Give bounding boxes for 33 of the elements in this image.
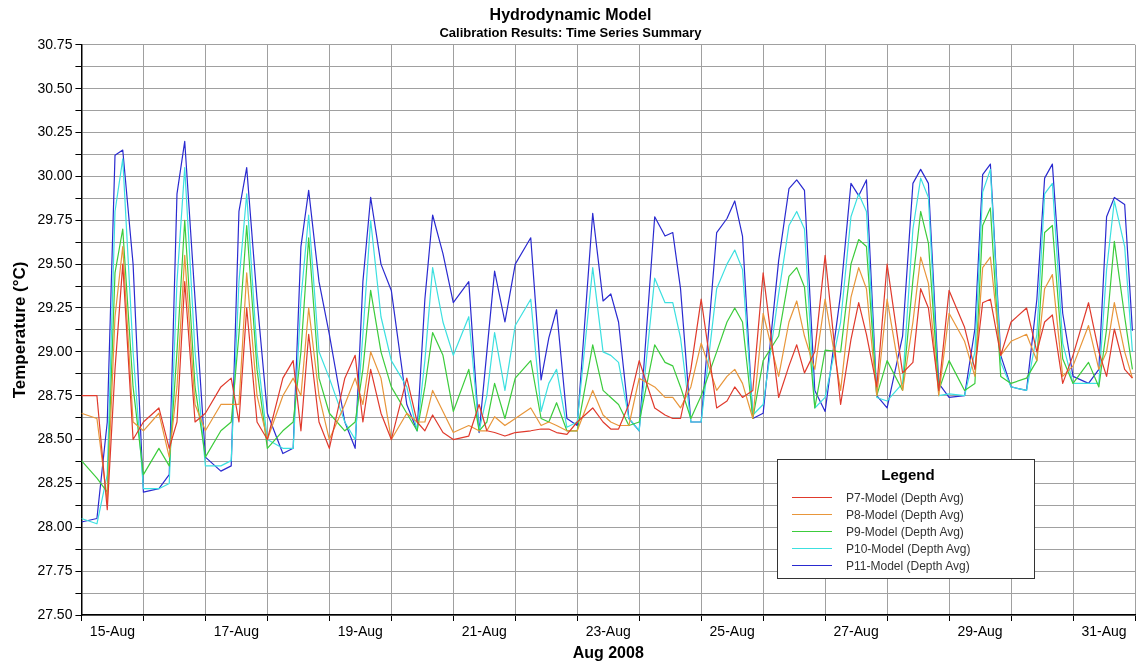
- legend-label: P11-Model (Depth Avg): [846, 558, 970, 573]
- y-tick-label: 27.50: [37, 605, 73, 622]
- y-tick-label: 29.25: [37, 298, 73, 315]
- y-tick-label: 30.25: [37, 123, 73, 140]
- y-tick-label: 28.50: [37, 430, 73, 447]
- x-tick-label: 15-Aug: [89, 623, 135, 640]
- legend-label: P8-Model (Depth Avg): [846, 507, 964, 522]
- y-tick-label: 29.50: [37, 254, 73, 271]
- y-tick-label: 28.25: [37, 474, 73, 491]
- y-tick-label: 27.75: [37, 562, 73, 578]
- y-tick-label: 30.00: [37, 167, 73, 184]
- y-tick-label: 28.75: [37, 386, 73, 403]
- chart-title: Hydrodynamic Model: [489, 6, 652, 24]
- x-tick-label: 31-Aug: [1081, 623, 1127, 640]
- y-axis-title: Temperature (°C): [9, 261, 29, 399]
- x-tick-label: 21-Aug: [461, 623, 507, 640]
- legend-title: Legend: [880, 466, 936, 483]
- y-tick-label: 29.75: [37, 211, 73, 228]
- x-axis-title: Aug 2008: [572, 643, 644, 661]
- chart-subtitle: Calibration Results: Time Series Summary: [439, 24, 703, 40]
- x-tick-label: 19-Aug: [337, 623, 383, 640]
- y-tick-label: 29.00: [37, 342, 73, 359]
- x-tick-label: 25-Aug: [709, 623, 755, 640]
- legend-label: P10-Model (Depth Avg): [846, 541, 971, 556]
- x-tick-label: 29-Aug: [957, 623, 1003, 640]
- y-tick-label: 30.50: [37, 79, 73, 96]
- legend-label: P9-Model (Depth Avg): [846, 524, 964, 539]
- x-tick-label: 17-Aug: [213, 623, 259, 640]
- y-tick-label: 28.00: [37, 518, 73, 535]
- x-tick-label: 23-Aug: [585, 623, 631, 640]
- x-tick-label: 27-Aug: [833, 623, 879, 640]
- legend-label: P7-Model (Depth Avg): [846, 490, 964, 505]
- y-tick-label: 30.75: [37, 35, 73, 52]
